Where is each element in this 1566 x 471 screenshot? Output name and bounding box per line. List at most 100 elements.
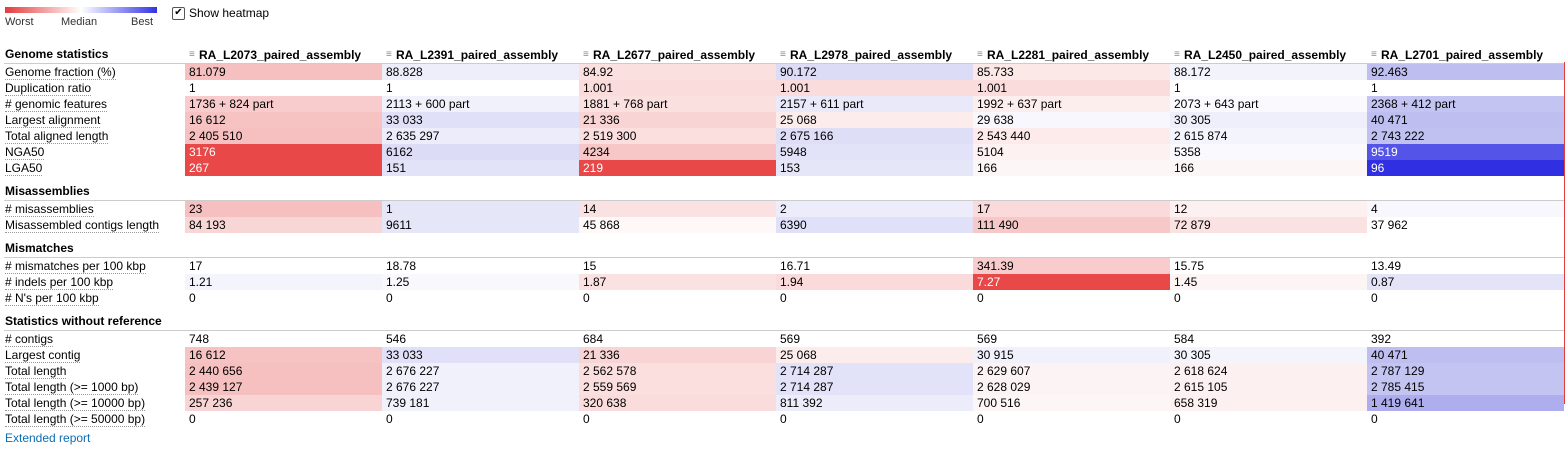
metric-name[interactable]: Largest contig [5,348,81,363]
value-cell: 0 [382,411,579,427]
value-cell: 2 440 656 [185,363,382,379]
metric-name[interactable]: NGA50 [5,145,45,160]
drag-handle-icon[interactable]: ≡ [1371,49,1377,60]
group-title: Statistics without reference [4,312,185,331]
heatmap-legend: Worst Median Best [5,7,157,30]
assembly-name: RA_L2677_paired_assembly [593,48,756,62]
group-header-cell [776,312,973,331]
table-row: # mismatches per 100 kbp 17 18.78 15 16.71 34… [4,257,1564,274]
value-cell: 219 [579,160,776,176]
value-cell: 25 068 [776,347,973,363]
metric-name[interactable]: Total aligned length [5,129,109,144]
value-cell: 1 [185,80,382,96]
metric-name[interactable]: Duplication ratio [5,81,92,96]
legend-gradient-bar [5,7,157,13]
metric-name[interactable]: # genomic features [5,97,108,112]
metric-name[interactable]: # mismatches per 100 kbp [5,259,146,274]
value-cell: 2073 + 643 part [1170,96,1367,112]
group-title: Mismatches [4,239,185,258]
table-row: # misassemblies 23 1 14 2 17 12 4 [4,200,1564,217]
assembly-column-header[interactable]: ≡ RA_L2701_paired_assembly [1367,45,1564,64]
value-cell: 1 [1170,80,1367,96]
show-heatmap-label: Show heatmap [189,6,270,20]
value-cell: 584 [1170,330,1367,347]
group-header-cell [579,182,776,201]
value-cell: 2 676 227 [382,379,579,395]
group-header-cell [185,182,382,201]
metric-name[interactable]: # indels per 100 kbp [5,275,114,290]
metric-name[interactable]: Total length (>= 10000 bp) [5,396,146,411]
table-row: Total length (>= 50000 bp) 0 0 0 0 0 0 0 [4,411,1564,427]
table-row: Largest alignment 16 612 33 033 21 336 25 06… [4,112,1564,128]
extended-report-link[interactable]: Extended report [5,431,91,445]
value-cell: 0 [1367,290,1564,306]
assembly-name: RA_L2281_paired_assembly [987,48,1150,62]
assembly-column-header[interactable]: ≡ RA_L2391_paired_assembly [382,45,579,64]
group-header-row: Statistics without reference [4,312,1564,331]
drag-handle-icon[interactable]: ≡ [386,49,392,60]
metric-name[interactable]: # N's per 100 kbp [5,291,99,306]
table-row: Total length 2 440 656 2 676 227 2 562 578 2… [4,363,1564,379]
assembly-column-header[interactable]: ≡ RA_L2677_paired_assembly [579,45,776,64]
show-heatmap-checkbox[interactable]: ✔ [172,6,185,20]
metric-name[interactable]: Total length (>= 1000 bp) [5,380,139,395]
metric-name-cell: Total length (>= 10000 bp) [4,395,185,411]
value-cell: 0 [1170,290,1367,306]
assembly-column-header[interactable]: ≡ RA_L2073_paired_assembly [185,45,382,64]
drag-handle-icon[interactable]: ≡ [583,49,589,60]
value-cell: 9611 [382,217,579,233]
value-cell: 2 714 287 [776,379,973,395]
value-cell: 40 471 [1367,112,1564,128]
drag-handle-icon[interactable]: ≡ [780,49,786,60]
group-header-cell [973,182,1170,201]
value-cell: 21 336 [579,347,776,363]
assembly-column-header[interactable]: ≡ RA_L2450_paired_assembly [1170,45,1367,64]
value-cell: 2 405 510 [185,128,382,144]
value-cell: 2113 + 600 part [382,96,579,112]
value-cell: 392 [1367,330,1564,347]
value-cell: 25 068 [776,112,973,128]
value-cell: 2 439 127 [185,379,382,395]
metric-name[interactable]: Total length (>= 50000 bp) [5,412,146,427]
value-cell: 16.71 [776,257,973,274]
table-row: Genome fraction (%) 81.079 88.828 84.92 90.1… [4,63,1564,80]
show-heatmap-toggle[interactable]: ✔ Show heatmap [172,6,269,20]
value-cell: 2 787 129 [1367,363,1564,379]
value-cell: 2 743 222 [1367,128,1564,144]
metric-name-cell: LGA50 [4,160,185,176]
value-cell: 2 559 569 [579,379,776,395]
metric-name[interactable]: LGA50 [5,161,43,176]
drag-handle-icon[interactable]: ≡ [1174,49,1180,60]
value-cell: 0 [185,411,382,427]
value-cell: 29 638 [973,112,1170,128]
value-cell: 1 419 641 [1367,395,1564,411]
value-cell: 1881 + 768 part [579,96,776,112]
drag-handle-icon[interactable]: ≡ [977,49,983,60]
value-cell: 1.001 [973,80,1170,96]
value-cell: 2 676 227 [382,363,579,379]
metric-name[interactable]: # misassemblies [5,202,94,217]
metric-name[interactable]: Largest alignment [5,113,101,128]
value-cell: 30 305 [1170,347,1367,363]
value-cell: 166 [973,160,1170,176]
value-cell: 2 628 029 [973,379,1170,395]
assembly-column-header[interactable]: ≡ RA_L2281_paired_assembly [973,45,1170,64]
metric-name[interactable]: Misassembled contigs length [5,218,160,233]
drag-handle-icon[interactable]: ≡ [189,49,195,60]
value-cell: 15.75 [1170,257,1367,274]
value-cell: 14 [579,200,776,217]
value-cell: 1 [382,80,579,96]
metric-name-cell: # genomic features [4,96,185,112]
value-cell: 0 [776,411,973,427]
value-cell: 45 868 [579,217,776,233]
value-cell: 569 [973,330,1170,347]
metric-name[interactable]: Total length [5,364,67,379]
group-header-cell [382,312,579,331]
value-cell: 84.92 [579,63,776,80]
metric-name[interactable]: # contigs [5,332,54,347]
metric-name[interactable]: Genome fraction (%) [5,65,116,80]
value-cell: 0 [973,411,1170,427]
metric-name-cell: Duplication ratio [4,80,185,96]
value-cell: 2 [776,200,973,217]
assembly-column-header[interactable]: ≡ RA_L2978_paired_assembly [776,45,973,64]
